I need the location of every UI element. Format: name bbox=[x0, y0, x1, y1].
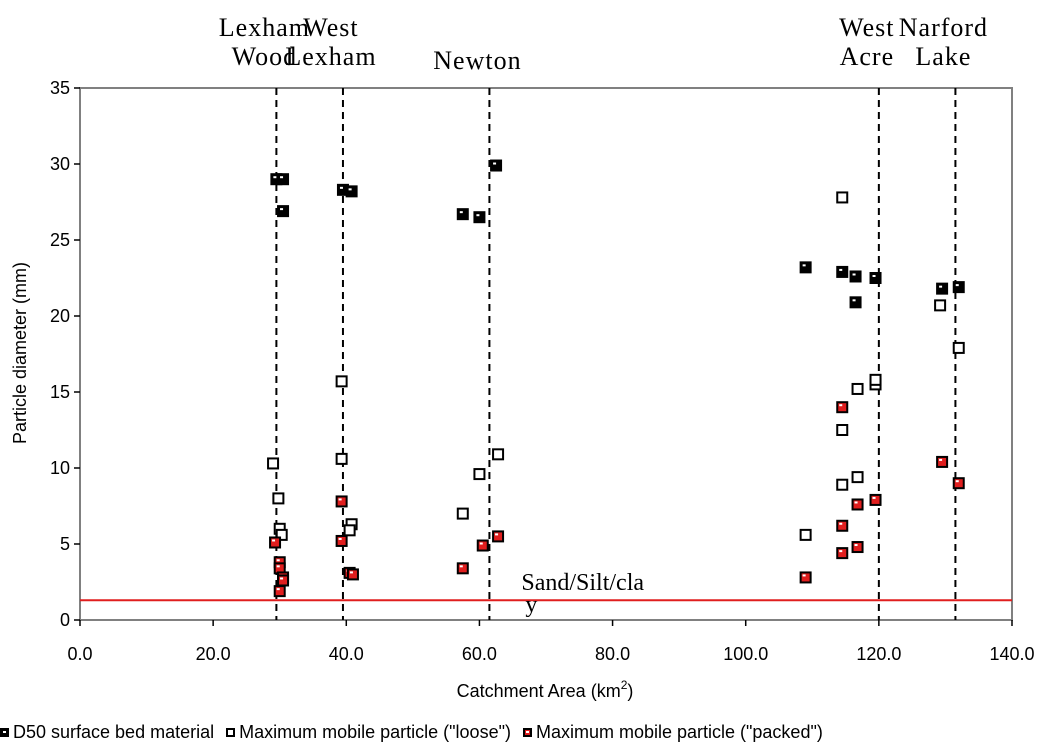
data-point-loose bbox=[492, 448, 505, 461]
sand-silt-clay-label: Sand/Silt/cla bbox=[521, 570, 644, 596]
plot-area bbox=[79, 87, 1013, 621]
data-point-packed bbox=[936, 455, 949, 468]
data-point-loose bbox=[335, 452, 348, 465]
filled-black-square-icon bbox=[0, 728, 9, 737]
x-tick-label: 20.0 bbox=[196, 644, 231, 664]
data-point-packed bbox=[836, 547, 849, 560]
data-point-d50 bbox=[490, 159, 503, 172]
y-axis-label: Particle diameter (mm) bbox=[10, 262, 30, 444]
site-label: Lake bbox=[915, 42, 971, 71]
x-axis-label-end: ) bbox=[627, 681, 633, 701]
y-tick-label: 20 bbox=[50, 306, 70, 326]
sand-silt-clay-label-tail: y bbox=[525, 592, 537, 618]
data-point-loose bbox=[851, 382, 864, 395]
data-point-d50 bbox=[345, 185, 358, 198]
site-label: Acre bbox=[840, 42, 895, 71]
y-tick-label: 5 bbox=[60, 534, 70, 554]
legend-item-packed: Maximum mobile particle ("packed") bbox=[522, 722, 823, 743]
data-point-loose bbox=[272, 492, 285, 505]
data-point-d50 bbox=[849, 296, 862, 309]
site-label: Wood bbox=[232, 42, 297, 71]
legend-label-loose: Maximum mobile particle ("loose") bbox=[239, 722, 511, 742]
data-point-loose bbox=[456, 507, 469, 520]
data-point-packed bbox=[269, 536, 282, 549]
legend-label-d50: D50 surface bed material bbox=[13, 722, 215, 742]
y-tick-label: 15 bbox=[50, 382, 70, 402]
y-tick-label: 35 bbox=[50, 78, 70, 98]
data-point-packed bbox=[492, 530, 505, 543]
open-square-icon bbox=[226, 728, 236, 737]
data-point-d50 bbox=[952, 281, 965, 294]
site-label: West bbox=[839, 13, 894, 42]
data-point-loose bbox=[275, 528, 288, 541]
data-point-packed bbox=[851, 498, 864, 511]
data-point-packed bbox=[869, 493, 882, 506]
chart-legend: D50 surface bed material Maximum mobile … bbox=[0, 722, 1060, 743]
data-point-packed bbox=[277, 574, 290, 587]
data-point-loose bbox=[869, 373, 882, 386]
data-point-loose bbox=[952, 341, 965, 354]
x-axis-label: Catchment Area (km2) bbox=[457, 678, 634, 701]
data-point-loose bbox=[851, 471, 864, 484]
site-label: Newton bbox=[433, 46, 521, 75]
x-tick-label: 40.0 bbox=[329, 644, 364, 664]
data-point-loose bbox=[799, 528, 812, 541]
x-axis-label-superscript: 2 bbox=[621, 678, 628, 692]
data-point-d50 bbox=[869, 272, 882, 284]
data-point-packed bbox=[952, 477, 965, 490]
x-tick-label: 0.0 bbox=[67, 644, 92, 664]
y-tick-label: 10 bbox=[50, 458, 70, 478]
y-tick-label: 30 bbox=[50, 154, 70, 174]
data-point-packed bbox=[476, 539, 489, 552]
data-point-packed bbox=[456, 562, 469, 575]
y-tick-label: 0 bbox=[60, 610, 70, 630]
data-point-d50 bbox=[456, 208, 469, 221]
data-point-packed bbox=[836, 519, 849, 532]
data-point-packed bbox=[335, 495, 348, 508]
data-point-packed bbox=[335, 534, 348, 547]
data-point-packed bbox=[836, 401, 849, 414]
data-point-loose bbox=[836, 191, 849, 204]
data-points bbox=[267, 159, 965, 598]
data-point-loose bbox=[836, 478, 849, 491]
site-label: Lexham bbox=[285, 42, 376, 71]
data-point-loose bbox=[473, 468, 486, 481]
data-point-packed bbox=[346, 568, 359, 581]
data-point-d50 bbox=[277, 173, 290, 186]
data-point-loose bbox=[934, 299, 947, 312]
legend-label-packed: Maximum mobile particle ("packed") bbox=[535, 722, 823, 742]
data-point-d50 bbox=[936, 282, 949, 295]
site-label: Lexham bbox=[219, 13, 310, 42]
x-tick-label: 80.0 bbox=[595, 644, 630, 664]
site-label: Narford bbox=[899, 13, 988, 42]
data-point-packed bbox=[799, 571, 812, 584]
data-point-loose bbox=[267, 457, 280, 470]
data-point-d50 bbox=[849, 270, 862, 283]
data-point-loose bbox=[836, 424, 849, 436]
y-axis-ticks: 0 5 10 15 20 25 30 35 bbox=[50, 78, 80, 630]
legend-item-d50: D50 surface bed material bbox=[0, 722, 214, 743]
data-point-loose bbox=[335, 375, 348, 388]
y-tick-label: 25 bbox=[50, 230, 70, 250]
x-axis-ticks: 0.0 20.0 40.0 60.0 80.0 100.0 120.0 140.0 bbox=[67, 620, 1035, 664]
data-point-packed bbox=[273, 585, 286, 598]
data-point-d50 bbox=[799, 261, 812, 274]
x-tick-label: 60.0 bbox=[462, 644, 497, 664]
data-point-packed bbox=[851, 541, 864, 554]
data-point-d50 bbox=[277, 205, 290, 218]
site-label: West bbox=[303, 13, 358, 42]
x-tick-label: 120.0 bbox=[856, 644, 901, 664]
data-point-d50 bbox=[836, 265, 849, 278]
x-tick-label: 100.0 bbox=[723, 644, 768, 664]
data-point-d50 bbox=[473, 211, 486, 224]
data-point-loose bbox=[343, 524, 356, 537]
legend-item-loose: Maximum mobile particle ("loose") bbox=[226, 722, 511, 743]
x-tick-label: 140.0 bbox=[989, 644, 1034, 664]
filled-red-square-icon bbox=[522, 728, 532, 737]
x-axis-label-main: Catchment Area (km bbox=[457, 681, 621, 701]
